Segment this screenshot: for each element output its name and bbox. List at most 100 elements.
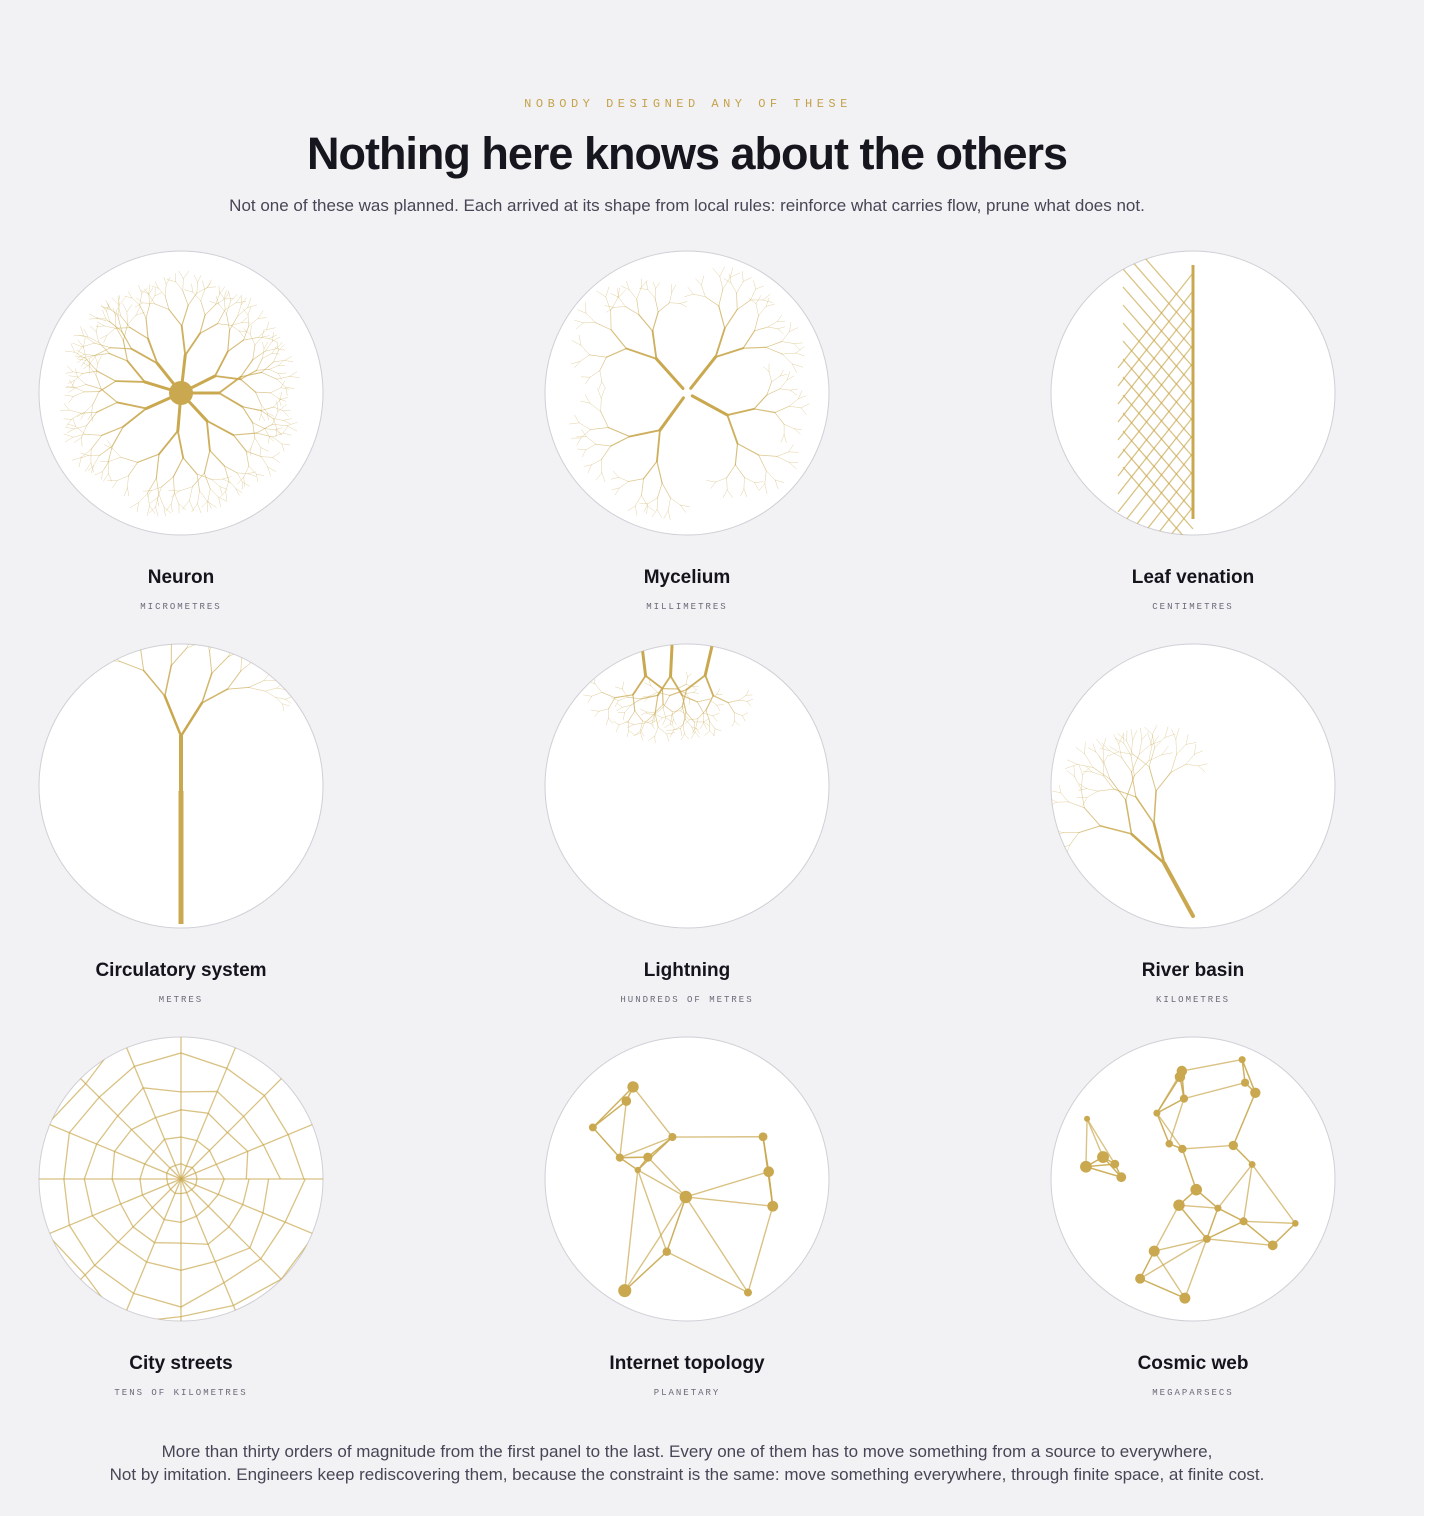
node xyxy=(679,1190,693,1204)
branch xyxy=(200,289,206,301)
branch xyxy=(584,394,591,404)
branch xyxy=(256,369,270,371)
branch xyxy=(645,280,649,290)
branch xyxy=(275,697,283,705)
branch xyxy=(651,311,659,332)
branch xyxy=(203,640,216,641)
branch xyxy=(150,620,162,627)
branch xyxy=(139,645,145,672)
branch xyxy=(619,481,629,489)
branch xyxy=(636,298,640,316)
vein xyxy=(1117,362,1194,459)
branch xyxy=(72,418,76,427)
branch xyxy=(647,505,655,512)
branch xyxy=(83,335,95,344)
branch xyxy=(692,686,697,691)
node xyxy=(1179,1292,1191,1304)
branch xyxy=(576,437,582,446)
branch xyxy=(237,620,239,629)
branch xyxy=(1051,835,1053,841)
branch xyxy=(181,619,192,626)
branch xyxy=(267,412,275,417)
branch xyxy=(1139,739,1143,755)
branch xyxy=(800,403,810,409)
branch xyxy=(789,322,792,332)
branch xyxy=(763,366,770,372)
panel-scale: METRES xyxy=(158,995,204,1005)
branch xyxy=(243,466,250,478)
branch xyxy=(155,494,160,508)
branch xyxy=(182,457,198,475)
branch xyxy=(1115,737,1125,744)
branch xyxy=(791,363,797,374)
branch xyxy=(642,720,652,724)
branch xyxy=(270,392,280,399)
branch xyxy=(259,644,261,652)
branch xyxy=(74,373,83,381)
branch xyxy=(286,425,298,432)
panel-name: Internet topology xyxy=(609,1353,765,1374)
branch xyxy=(627,721,630,731)
branch xyxy=(654,704,664,713)
branch xyxy=(258,413,262,421)
branch xyxy=(119,660,145,672)
branch xyxy=(662,717,667,725)
branch xyxy=(597,388,602,399)
branch xyxy=(256,423,273,434)
branch xyxy=(123,487,128,496)
branch xyxy=(153,613,162,617)
vein xyxy=(1122,376,1194,458)
node xyxy=(758,1132,768,1142)
branch xyxy=(224,302,237,310)
branch xyxy=(197,275,202,283)
branch xyxy=(1102,754,1109,764)
branch xyxy=(123,324,128,341)
branch xyxy=(1098,755,1104,764)
branch xyxy=(1080,774,1083,790)
panel-scale: MEGAPARSECS xyxy=(1152,1388,1234,1398)
branch xyxy=(783,434,787,443)
branch xyxy=(196,473,200,492)
branch xyxy=(264,428,276,431)
branch xyxy=(243,336,259,341)
branch xyxy=(184,289,193,293)
branch xyxy=(651,509,658,518)
branch xyxy=(1140,727,1143,740)
radial-road xyxy=(39,1178,182,1241)
branch xyxy=(84,462,92,472)
branch xyxy=(1109,750,1122,758)
branch xyxy=(645,713,655,715)
branch xyxy=(170,503,173,513)
branch xyxy=(72,371,83,374)
branch xyxy=(693,293,706,297)
branch xyxy=(141,287,149,294)
branch xyxy=(267,466,277,472)
branch xyxy=(262,353,273,359)
branch xyxy=(679,706,685,712)
branch xyxy=(250,447,252,456)
branch xyxy=(255,646,266,650)
node xyxy=(1238,1056,1246,1064)
edge xyxy=(1156,1112,1170,1145)
branch xyxy=(282,703,285,712)
branch xyxy=(583,694,592,697)
node xyxy=(643,1152,653,1162)
branch xyxy=(204,282,212,290)
branch xyxy=(222,476,231,480)
branch xyxy=(754,482,759,490)
branch xyxy=(251,625,257,628)
branch xyxy=(1141,731,1149,740)
branch xyxy=(283,420,291,425)
branch xyxy=(1155,771,1172,792)
branch xyxy=(112,448,122,458)
branch xyxy=(255,644,264,648)
edge xyxy=(1242,1164,1253,1222)
branch xyxy=(280,380,286,389)
branch xyxy=(227,339,245,353)
edge xyxy=(1206,1207,1219,1240)
edge xyxy=(1217,1163,1253,1209)
branch xyxy=(1148,766,1157,792)
branch xyxy=(213,620,220,621)
branch xyxy=(158,494,165,508)
branch xyxy=(1185,764,1199,767)
